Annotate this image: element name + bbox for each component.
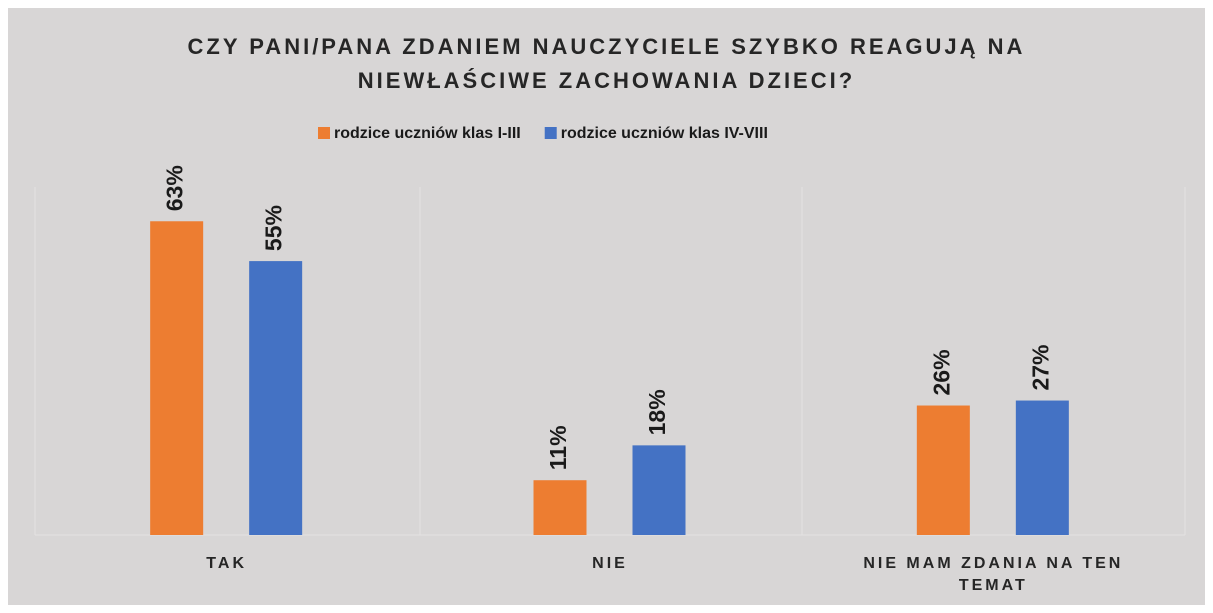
value-label: 18% xyxy=(644,389,670,435)
bar xyxy=(249,261,303,535)
x-tick-label: NIE MAM ZDANIA NA TEN TEMAT xyxy=(863,555,1124,594)
value-label: 63% xyxy=(162,165,188,211)
chart-title: CZY PANI/PANA ZDANIEM NAUCZYCIELE SZYBKO… xyxy=(187,34,1026,93)
value-label: 26% xyxy=(928,349,954,395)
bar xyxy=(632,445,686,535)
bar xyxy=(916,405,970,535)
title-wrap: CZY PANI/PANA ZDANIEM NAUCZYCIELE SZYBKO… xyxy=(0,30,1213,98)
bar xyxy=(1015,400,1069,535)
x-tick-label: NIE xyxy=(592,555,628,572)
bar xyxy=(533,480,587,535)
x-tick-label: TAK xyxy=(206,555,247,572)
bar xyxy=(150,221,204,535)
legend-swatch xyxy=(544,127,557,139)
legend-label: rodzice uczniów klas I-III xyxy=(334,125,521,142)
value-label: 55% xyxy=(261,205,287,251)
value-label: 11% xyxy=(545,425,571,470)
value-label: 27% xyxy=(1027,344,1053,390)
chart-background xyxy=(8,8,1205,605)
legend-label: rodzice uczniów klas IV-VIII xyxy=(561,125,768,142)
legend-swatch xyxy=(318,127,330,139)
